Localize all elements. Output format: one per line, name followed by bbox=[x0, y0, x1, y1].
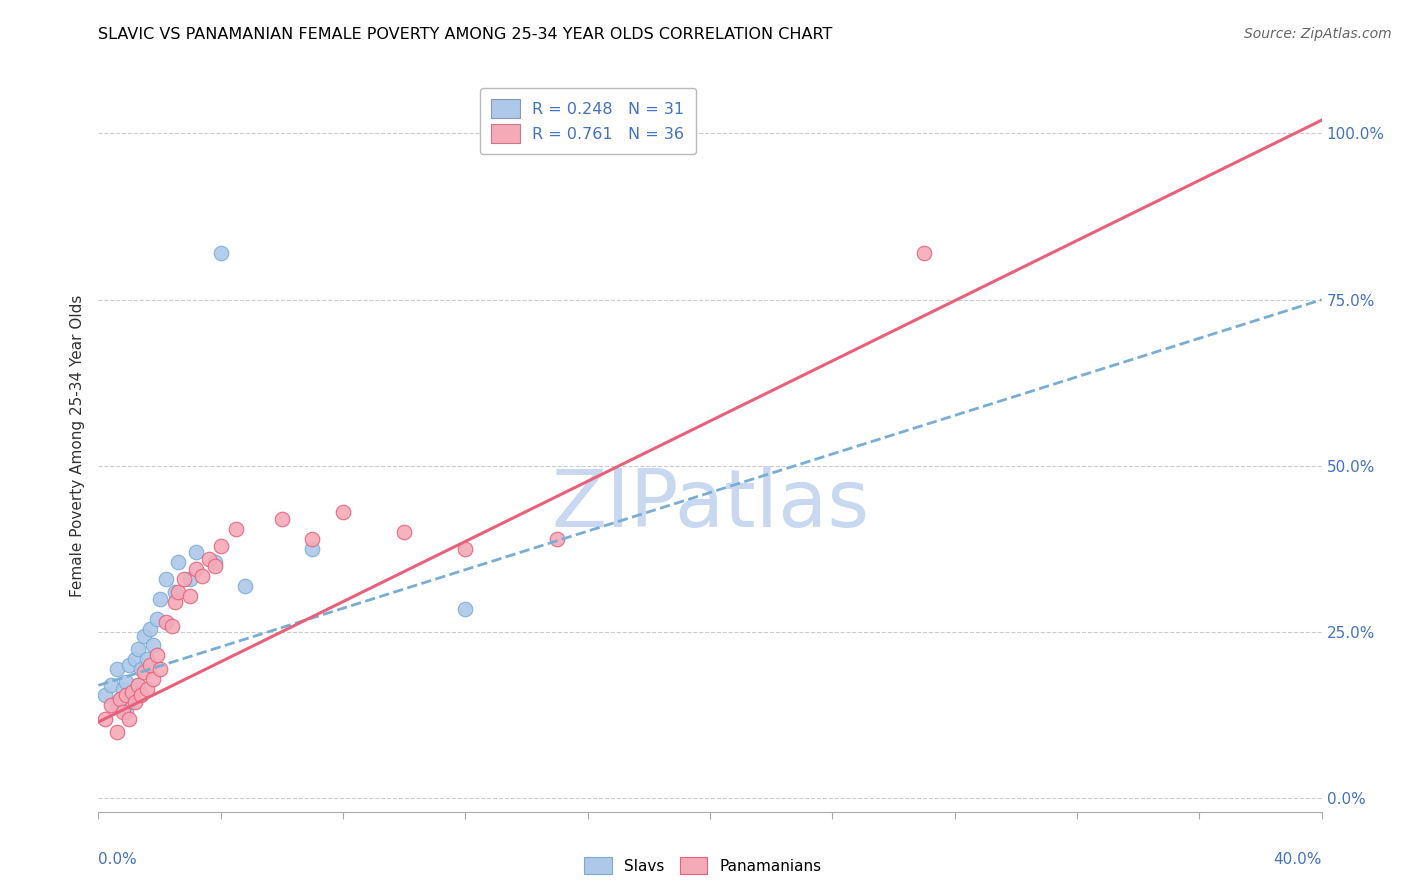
Text: ZIPatlas: ZIPatlas bbox=[551, 466, 869, 543]
Point bbox=[100, 698, 122, 713]
Point bbox=[142, 672, 165, 686]
Point bbox=[454, 602, 477, 616]
Text: 40.0%: 40.0% bbox=[1274, 852, 1322, 867]
Legend: R = 0.248   N = 31, R = 0.761   N = 36: R = 0.248 N = 31, R = 0.761 N = 36 bbox=[479, 88, 696, 154]
Point bbox=[163, 595, 186, 609]
Point bbox=[209, 539, 232, 553]
Point bbox=[115, 689, 138, 703]
Point bbox=[270, 512, 292, 526]
Point bbox=[105, 698, 128, 713]
Point bbox=[167, 585, 190, 599]
Point bbox=[136, 681, 159, 696]
Point bbox=[115, 675, 138, 690]
Point bbox=[111, 705, 134, 719]
Point bbox=[111, 681, 134, 696]
Point bbox=[93, 712, 115, 726]
Point bbox=[105, 725, 128, 739]
Point bbox=[124, 695, 146, 709]
Point bbox=[454, 542, 477, 557]
Point bbox=[191, 568, 214, 582]
Point bbox=[225, 522, 247, 536]
Point bbox=[301, 532, 323, 546]
Point bbox=[121, 689, 143, 703]
Point bbox=[129, 662, 152, 676]
Point bbox=[93, 689, 115, 703]
Point bbox=[204, 558, 226, 573]
Y-axis label: Female Poverty Among 25-34 Year Olds: Female Poverty Among 25-34 Year Olds bbox=[69, 295, 84, 597]
Point bbox=[127, 678, 149, 692]
Point bbox=[155, 615, 177, 630]
Point bbox=[136, 652, 159, 666]
Point bbox=[105, 662, 128, 676]
Point bbox=[121, 685, 143, 699]
Text: 0.0%: 0.0% bbox=[98, 852, 138, 867]
Point bbox=[108, 691, 131, 706]
Point bbox=[145, 612, 167, 626]
Point bbox=[332, 506, 354, 520]
Point bbox=[145, 648, 167, 663]
Point bbox=[100, 678, 122, 692]
Point bbox=[127, 678, 149, 692]
Point bbox=[546, 532, 568, 546]
Point bbox=[139, 622, 162, 636]
Point bbox=[197, 552, 219, 566]
Point bbox=[179, 572, 201, 586]
Point bbox=[233, 579, 256, 593]
Legend: Slavs, Panamanians: Slavs, Panamanians bbox=[578, 851, 828, 880]
Point bbox=[142, 639, 165, 653]
Point bbox=[124, 652, 146, 666]
Point bbox=[129, 689, 152, 703]
Point bbox=[127, 641, 149, 656]
Point bbox=[209, 246, 232, 260]
Point bbox=[108, 691, 131, 706]
Point bbox=[163, 585, 186, 599]
Point bbox=[149, 591, 172, 606]
Point bbox=[139, 658, 162, 673]
Text: SLAVIC VS PANAMANIAN FEMALE POVERTY AMONG 25-34 YEAR OLDS CORRELATION CHART: SLAVIC VS PANAMANIAN FEMALE POVERTY AMON… bbox=[98, 27, 832, 42]
Point bbox=[186, 562, 208, 576]
Point bbox=[118, 712, 141, 726]
Point bbox=[115, 705, 138, 719]
Point bbox=[912, 246, 935, 260]
Point bbox=[186, 545, 208, 559]
Point bbox=[118, 658, 141, 673]
Point bbox=[173, 572, 195, 586]
Point bbox=[204, 555, 226, 569]
Text: Source: ZipAtlas.com: Source: ZipAtlas.com bbox=[1244, 27, 1392, 41]
Point bbox=[160, 618, 183, 632]
Point bbox=[134, 628, 156, 642]
Point bbox=[149, 662, 172, 676]
Point bbox=[155, 572, 177, 586]
Point bbox=[134, 665, 156, 679]
Point bbox=[179, 589, 201, 603]
Point bbox=[392, 525, 416, 540]
Point bbox=[167, 555, 190, 569]
Point bbox=[118, 695, 141, 709]
Point bbox=[301, 542, 323, 557]
